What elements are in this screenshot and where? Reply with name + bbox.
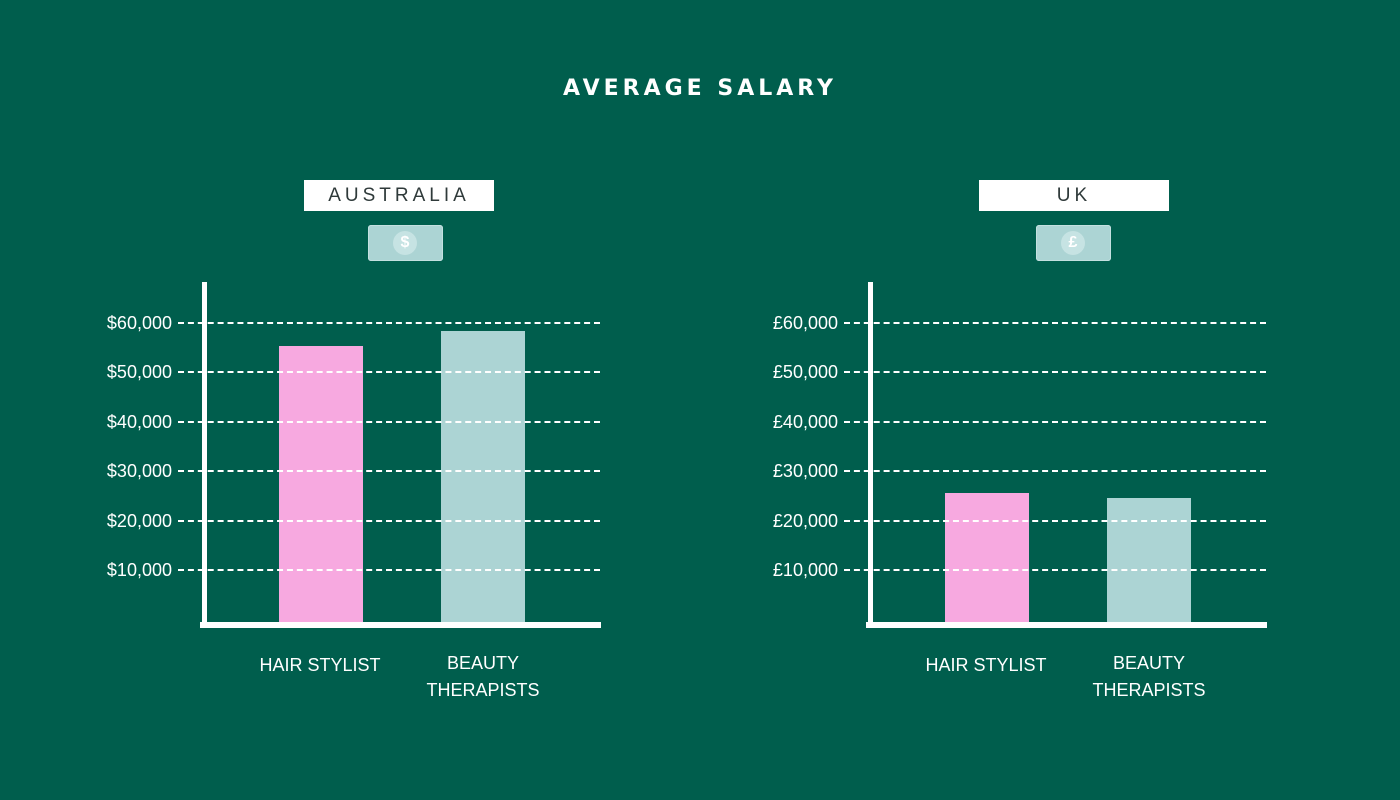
y-tick-label: £20,000: [772, 511, 838, 531]
country-label-uk: UK: [979, 180, 1169, 211]
y-tick-label: £10,000: [772, 560, 838, 580]
bar-hair-stylist-uk: [945, 493, 1029, 622]
bar-beauty-therapists-australia: [441, 331, 525, 622]
x-axis: [200, 622, 601, 628]
gridline: [844, 421, 1266, 423]
x-label-line: BEAUTY: [1112, 653, 1186, 673]
australia-chart-panel: AUSTRALIA $ $60,000 $50,000 $40,000 $30,…: [106, 180, 601, 704]
dollar-coin-icon: $: [393, 231, 417, 255]
uk-chart-panel: UK £ £60,000 £50,000 £40,000 £30,000 £20…: [666, 0, 1366, 800]
gridline: [844, 470, 1266, 472]
y-axis: [868, 282, 873, 628]
australia-plot-area: $60,000 $50,000 $40,000 $30,000 $20,000 …: [106, 282, 601, 704]
country-label-australia: AUSTRALIA: [304, 180, 494, 211]
x-label-hair-stylist: HAIR STYLIST: [896, 652, 1076, 679]
y-tick-label: £40,000: [772, 412, 838, 432]
x-label-beauty-therapists: BEAUTY THERAPISTS: [393, 650, 573, 704]
y-tick-label: $40,000: [106, 412, 172, 432]
x-label-line: BEAUTY: [446, 653, 520, 673]
y-axis: [202, 282, 207, 628]
y-tick-label: £60,000: [772, 313, 838, 333]
pound-bill-icon: £: [1036, 225, 1111, 261]
gridline: [844, 371, 1266, 373]
gridline: [844, 520, 1266, 522]
gridline: [844, 569, 1266, 571]
gridline: [844, 322, 1266, 324]
y-tick-label: $20,000: [106, 511, 172, 531]
x-label-beauty-therapists: BEAUTY THERAPISTS: [1059, 650, 1239, 704]
x-axis: [866, 622, 1267, 628]
gridline: [178, 371, 600, 373]
y-tick-label: £30,000: [772, 461, 838, 481]
x-label-line: HAIR STYLIST: [259, 655, 381, 675]
bar-hair-stylist-australia: [279, 346, 363, 622]
gridline: [178, 520, 600, 522]
x-label-line: THERAPISTS: [1092, 680, 1206, 700]
dollar-bill-icon: $: [368, 225, 443, 261]
x-label-hair-stylist: HAIR STYLIST: [230, 652, 410, 679]
uk-plot-area: £60,000 £50,000 £40,000 £30,000 £20,000 …: [666, 0, 1366, 800]
bar-beauty-therapists-uk: [1107, 498, 1191, 622]
gridline: [178, 569, 600, 571]
x-label-line: HAIR STYLIST: [925, 655, 1047, 675]
pound-coin-icon: £: [1061, 231, 1085, 255]
y-tick-label: $50,000: [106, 362, 172, 382]
gridline: [178, 421, 600, 423]
chart-title: AVERAGE SALARY: [563, 76, 837, 101]
y-tick-label: £50,000: [772, 362, 838, 382]
y-tick-label: $10,000: [106, 560, 172, 580]
y-tick-label: $30,000: [106, 461, 172, 481]
x-label-line: THERAPISTS: [426, 680, 540, 700]
gridline: [178, 470, 600, 472]
gridline: [178, 322, 600, 324]
y-tick-label: $60,000: [106, 313, 172, 333]
